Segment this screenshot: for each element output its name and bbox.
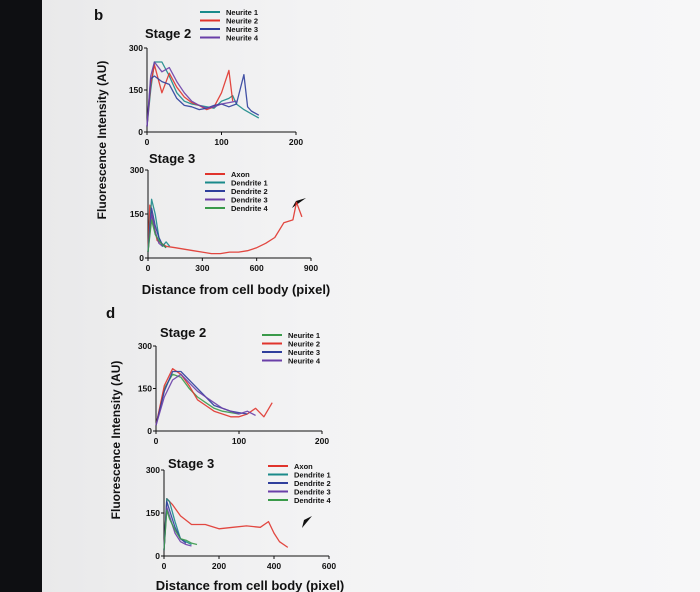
series-line-dendrite-3: [163, 506, 192, 551]
x-tick-label: 200: [212, 561, 226, 571]
legend-label: Dendrite 1: [231, 179, 268, 188]
y-tick-label: 300: [130, 165, 144, 175]
legend-label: Dendrite 4: [231, 204, 269, 213]
y-tick-label: 150: [129, 85, 143, 95]
dark-background: [0, 0, 42, 592]
y-tick-label: 0: [139, 253, 144, 263]
legend-label: Dendrite 3: [231, 196, 268, 205]
y-tick-label: 150: [138, 384, 152, 394]
y-tick-label: 150: [146, 508, 160, 518]
panel-letter-d: d: [106, 305, 115, 322]
legend-label: Dendrite 3: [294, 488, 331, 497]
chart-title: Stage 3: [168, 456, 214, 471]
x-tick-label: 600: [250, 263, 264, 273]
legend-label: Neurite 4: [288, 357, 321, 366]
panel-letter-b: b: [94, 7, 103, 24]
x-tick-label: 300: [195, 263, 209, 273]
y-tick-label: 0: [147, 426, 152, 436]
legend-label: Dendrite 4: [294, 496, 332, 505]
y-tick-label: 0: [138, 127, 143, 137]
y-tick-label: 0: [155, 551, 160, 561]
legend-label: Neurite 3: [288, 348, 320, 357]
arrow-icon-d: [302, 516, 312, 528]
series-line-axon: [147, 201, 303, 255]
x-tick-label: 0: [146, 263, 151, 273]
series-line-neurite-4: [146, 61, 237, 127]
legend-label: Neurite 4: [226, 34, 259, 43]
series-line-neurite-2: [155, 368, 273, 426]
legend-label: Neurite 1: [226, 8, 258, 17]
x-tick-label: 0: [145, 137, 150, 147]
chart-title: Stage 2: [160, 325, 206, 340]
arrow-icon-b: [292, 198, 306, 208]
series-line-dendrite-4: [163, 509, 198, 551]
series-line-neurite-1: [146, 61, 260, 127]
y-tick-label: 300: [129, 43, 143, 53]
printed-page: [42, 0, 700, 592]
series-line-dendrite-1: [163, 498, 192, 551]
legend-label: Neurite 3: [226, 25, 258, 34]
x-tick-label: 200: [289, 137, 303, 147]
y-tick-label: 300: [138, 341, 152, 351]
x-tick-label: 600: [322, 561, 336, 571]
legend-label: Dendrite 1: [294, 471, 331, 480]
legend-label: Dendrite 2: [294, 479, 331, 488]
series-line-neurite-3: [146, 73, 260, 127]
y-axis-label-d: Fluorescence Intensity (AU): [109, 361, 123, 520]
y-tick-label: 300: [146, 465, 160, 475]
x-tick-label: 100: [214, 137, 228, 147]
y-axis-label-b: Fluorescence Intensity (AU): [95, 61, 109, 220]
legend-label: Axon: [294, 462, 313, 471]
legend-label: Neurite 2: [226, 17, 258, 26]
legend-label: Neurite 2: [288, 340, 320, 349]
x-tick-label: 900: [304, 263, 318, 273]
x-axis-label-d: Distance from cell body (pixel): [156, 578, 345, 592]
chart-title: Stage 3: [149, 151, 195, 166]
chart-title: Stage 2: [145, 26, 191, 41]
series-line-neurite-4: [155, 373, 256, 426]
legend-label: Neurite 1: [288, 331, 320, 340]
series-line-neurite-2: [146, 64, 234, 127]
x-tick-label: 0: [162, 561, 167, 571]
x-tick-label: 100: [232, 436, 246, 446]
series-line-axon: [163, 498, 289, 551]
legend-label: Dendrite 2: [231, 187, 268, 196]
x-axis-label-b: Distance from cell body (pixel): [142, 282, 331, 297]
series-line-dendrite-4: [147, 219, 167, 253]
x-tick-label: 200: [315, 436, 329, 446]
x-tick-label: 400: [267, 561, 281, 571]
x-tick-label: 0: [154, 436, 159, 446]
y-tick-label: 150: [130, 209, 144, 219]
legend-label: Axon: [231, 170, 250, 179]
